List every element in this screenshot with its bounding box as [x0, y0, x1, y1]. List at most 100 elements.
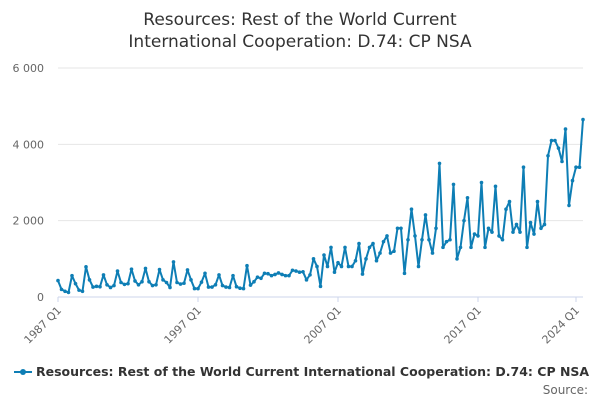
- data-point[interactable]: [259, 276, 263, 281]
- data-point[interactable]: [140, 279, 144, 284]
- data-point[interactable]: [318, 284, 323, 289]
- data-point[interactable]: [217, 273, 221, 277]
- data-point[interactable]: [315, 264, 319, 269]
- data-point[interactable]: [266, 271, 270, 276]
- data-point[interactable]: [339, 264, 344, 269]
- data-point[interactable]: [434, 226, 438, 231]
- data-point[interactable]: [77, 288, 81, 292]
- data-point[interactable]: [94, 284, 99, 289]
- data-point[interactable]: [560, 159, 564, 164]
- legend[interactable]: Resources: Rest of the World Current Int…: [14, 364, 589, 379]
- data-point[interactable]: [364, 257, 368, 261]
- data-point[interactable]: [525, 245, 529, 250]
- data-point[interactable]: [479, 180, 484, 185]
- data-point[interactable]: [357, 241, 361, 246]
- data-point[interactable]: [563, 127, 568, 131]
- data-point[interactable]: [206, 285, 211, 289]
- data-point[interactable]: [567, 203, 571, 208]
- data-point[interactable]: [476, 234, 480, 238]
- data-point[interactable]: [455, 257, 459, 261]
- data-point[interactable]: [528, 220, 533, 225]
- data-point[interactable]: [311, 257, 316, 261]
- data-point[interactable]: [511, 230, 515, 234]
- data-point[interactable]: [500, 237, 505, 242]
- data-point[interactable]: [252, 279, 256, 284]
- data-point[interactable]: [430, 251, 435, 255]
- data-point[interactable]: [136, 282, 141, 287]
- data-point[interactable]: [157, 267, 162, 272]
- data-point[interactable]: [497, 234, 501, 238]
- data-point[interactable]: [353, 258, 358, 263]
- data-point[interactable]: [553, 138, 557, 143]
- data-point[interactable]: [164, 280, 169, 285]
- data-point[interactable]: [154, 282, 158, 287]
- data-point[interactable]: [196, 286, 200, 291]
- data-point[interactable]: [329, 245, 333, 250]
- data-point[interactable]: [185, 268, 190, 272]
- data-point[interactable]: [346, 264, 351, 269]
- data-point[interactable]: [199, 280, 204, 284]
- data-point[interactable]: [248, 283, 253, 287]
- data-point[interactable]: [367, 245, 372, 250]
- data-point[interactable]: [472, 232, 477, 236]
- data-point[interactable]: [437, 161, 442, 166]
- data-point[interactable]: [532, 232, 536, 236]
- data-point[interactable]: [371, 241, 375, 246]
- data-point[interactable]: [283, 273, 288, 278]
- data-point[interactable]: [231, 273, 235, 278]
- data-point[interactable]: [98, 284, 102, 289]
- data-point[interactable]: [276, 271, 281, 275]
- data-point[interactable]: [290, 268, 295, 273]
- data-point[interactable]: [507, 199, 512, 204]
- data-point[interactable]: [168, 285, 172, 290]
- data-point[interactable]: [220, 283, 225, 288]
- data-point[interactable]: [297, 270, 302, 274]
- data-point[interactable]: [280, 272, 284, 277]
- data-point[interactable]: [105, 282, 109, 287]
- data-point[interactable]: [287, 273, 291, 278]
- data-point[interactable]: [427, 237, 431, 242]
- data-point[interactable]: [504, 207, 508, 212]
- data-point[interactable]: [63, 289, 67, 294]
- data-point[interactable]: [203, 271, 207, 276]
- data-point[interactable]: [129, 267, 134, 271]
- data-point[interactable]: [374, 258, 379, 263]
- data-point[interactable]: [570, 178, 575, 183]
- data-point[interactable]: [175, 280, 179, 285]
- data-point[interactable]: [70, 273, 74, 278]
- data-point[interactable]: [112, 283, 116, 288]
- data-point[interactable]: [469, 245, 473, 250]
- data-point[interactable]: [448, 237, 452, 242]
- data-point[interactable]: [413, 234, 417, 238]
- data-point[interactable]: [546, 153, 550, 158]
- data-point[interactable]: [423, 213, 428, 217]
- data-point[interactable]: [486, 226, 491, 231]
- data-point[interactable]: [451, 182, 456, 187]
- data-point[interactable]: [108, 285, 113, 290]
- data-point[interactable]: [133, 279, 137, 283]
- data-point[interactable]: [556, 146, 561, 150]
- data-point[interactable]: [59, 287, 64, 292]
- data-point[interactable]: [255, 275, 260, 279]
- data-point[interactable]: [395, 226, 400, 231]
- data-point[interactable]: [241, 286, 246, 291]
- data-point[interactable]: [581, 117, 585, 122]
- data-point[interactable]: [577, 165, 582, 170]
- data-point[interactable]: [343, 245, 347, 250]
- data-point[interactable]: [150, 283, 155, 288]
- data-point[interactable]: [269, 273, 274, 278]
- data-point[interactable]: [262, 271, 267, 276]
- data-point[interactable]: [381, 239, 386, 244]
- data-point[interactable]: [458, 245, 463, 250]
- data-point[interactable]: [388, 251, 393, 255]
- data-point[interactable]: [147, 279, 151, 284]
- data-point[interactable]: [66, 290, 71, 295]
- data-point[interactable]: [227, 285, 232, 290]
- data-point[interactable]: [392, 249, 396, 253]
- data-point[interactable]: [178, 282, 183, 286]
- data-point[interactable]: [542, 222, 547, 227]
- data-point[interactable]: [143, 266, 148, 271]
- data-point[interactable]: [245, 263, 249, 268]
- data-point[interactable]: [416, 264, 421, 269]
- data-point[interactable]: [518, 230, 522, 234]
